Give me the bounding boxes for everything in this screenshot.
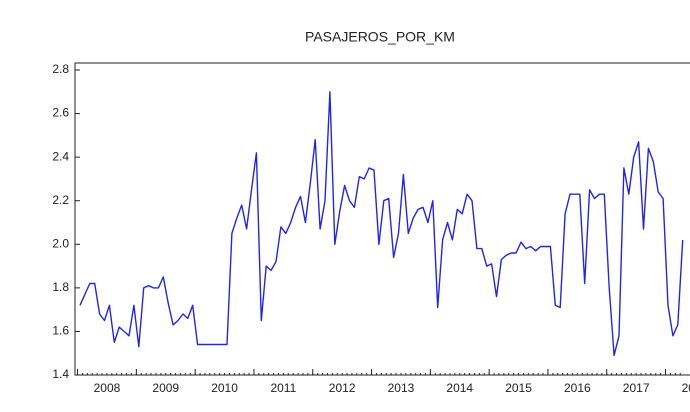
y-tick-label: 2.0: [52, 236, 69, 250]
y-tick-label: 1.8: [52, 280, 69, 294]
y-tick-label: 2.6: [52, 106, 69, 120]
x-tick-label: 2012: [329, 381, 356, 395]
x-tick-label: 2010: [211, 381, 238, 395]
chart-title: PASAJEROS_POR_KM: [305, 29, 455, 45]
x-tick-label: 2017: [623, 381, 650, 395]
x-tick-label: 2011: [270, 381, 296, 395]
y-tick-label: 2.8: [52, 62, 69, 76]
y-tick-label: 1.4: [52, 367, 69, 381]
plot-frame: [74, 62, 690, 376]
x-tick-label: 2018: [682, 381, 690, 395]
x-tick-label: 2013: [388, 381, 415, 395]
x-tick-label: 2009: [152, 381, 179, 395]
y-tick-label: 2.4: [52, 149, 69, 163]
y-tick-label: 1.6: [52, 324, 69, 338]
x-tick-label: 2016: [564, 381, 591, 395]
y-tick-label: 2.2: [52, 193, 69, 207]
x-tick-label: 2008: [94, 381, 121, 395]
x-tick-label: 2015: [505, 381, 532, 395]
series-line: [79, 91, 684, 357]
x-tick-label: 2014: [446, 381, 473, 395]
